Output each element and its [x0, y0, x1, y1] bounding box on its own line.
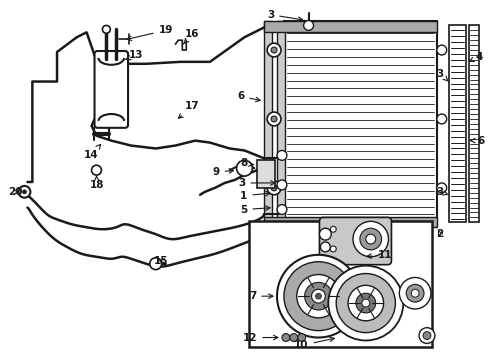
Circle shape	[336, 274, 395, 333]
Bar	[264, 217, 436, 227]
Circle shape	[266, 43, 281, 57]
Circle shape	[369, 246, 375, 252]
Text: 12: 12	[243, 333, 277, 342]
Text: 5: 5	[240, 204, 269, 215]
Circle shape	[270, 116, 277, 122]
Text: 6: 6	[237, 91, 260, 102]
Circle shape	[289, 334, 297, 342]
Circle shape	[297, 334, 305, 342]
Circle shape	[236, 160, 252, 176]
Circle shape	[315, 293, 321, 299]
Text: 19: 19	[127, 25, 173, 40]
Circle shape	[22, 190, 26, 194]
Circle shape	[319, 228, 330, 240]
Circle shape	[355, 293, 375, 313]
Circle shape	[436, 45, 446, 55]
FancyBboxPatch shape	[319, 217, 391, 265]
Text: 15: 15	[154, 256, 168, 266]
Bar	[468, 26, 478, 222]
Circle shape	[359, 228, 381, 250]
Text: 16: 16	[183, 29, 200, 44]
Circle shape	[277, 180, 286, 190]
Text: 11: 11	[366, 250, 391, 260]
Circle shape	[284, 262, 352, 330]
Text: 20: 20	[8, 187, 22, 197]
Circle shape	[91, 165, 101, 175]
Circle shape	[149, 258, 161, 270]
Circle shape	[270, 47, 277, 53]
Text: 2: 2	[436, 229, 443, 239]
Text: 4: 4	[468, 52, 482, 62]
Circle shape	[327, 266, 403, 341]
Bar	[277, 21, 285, 227]
Circle shape	[410, 289, 418, 297]
Text: 10: 10	[293, 337, 334, 350]
Circle shape	[320, 242, 329, 252]
Circle shape	[329, 246, 336, 252]
Circle shape	[266, 112, 281, 126]
Circle shape	[329, 226, 336, 232]
FancyBboxPatch shape	[94, 51, 128, 128]
Circle shape	[418, 328, 434, 343]
Bar	[264, 21, 271, 227]
Circle shape	[406, 284, 423, 302]
Circle shape	[270, 185, 277, 191]
Text: 1: 1	[240, 191, 269, 201]
Text: 3: 3	[436, 69, 447, 81]
Text: 9: 9	[212, 167, 233, 177]
Circle shape	[266, 181, 281, 195]
Circle shape	[399, 278, 430, 309]
Bar	[249, 221, 431, 347]
Bar	[284, 21, 436, 227]
Circle shape	[296, 275, 340, 318]
Circle shape	[436, 183, 446, 193]
Text: 14: 14	[83, 144, 101, 161]
Bar	[257, 160, 274, 188]
Text: 18: 18	[89, 176, 104, 190]
Text: 8: 8	[240, 158, 253, 168]
Text: 6: 6	[469, 136, 484, 145]
Circle shape	[436, 114, 446, 124]
Circle shape	[277, 204, 286, 215]
Circle shape	[304, 282, 331, 310]
Text: 17: 17	[178, 101, 200, 118]
Circle shape	[19, 186, 30, 198]
Circle shape	[365, 234, 375, 244]
Bar	[264, 21, 436, 32]
Circle shape	[369, 226, 375, 232]
Bar	[448, 26, 466, 222]
Text: 7: 7	[248, 291, 272, 301]
Circle shape	[277, 255, 359, 338]
Circle shape	[303, 21, 313, 30]
Text: 3: 3	[436, 187, 447, 197]
Circle shape	[102, 26, 110, 33]
Circle shape	[422, 332, 430, 339]
Circle shape	[347, 285, 383, 321]
Circle shape	[282, 334, 289, 342]
Text: 13: 13	[126, 50, 143, 60]
Circle shape	[311, 289, 325, 303]
Circle shape	[361, 299, 369, 307]
Text: 3: 3	[238, 178, 274, 188]
Circle shape	[352, 221, 387, 257]
Circle shape	[277, 150, 286, 160]
Text: 3: 3	[266, 10, 302, 21]
